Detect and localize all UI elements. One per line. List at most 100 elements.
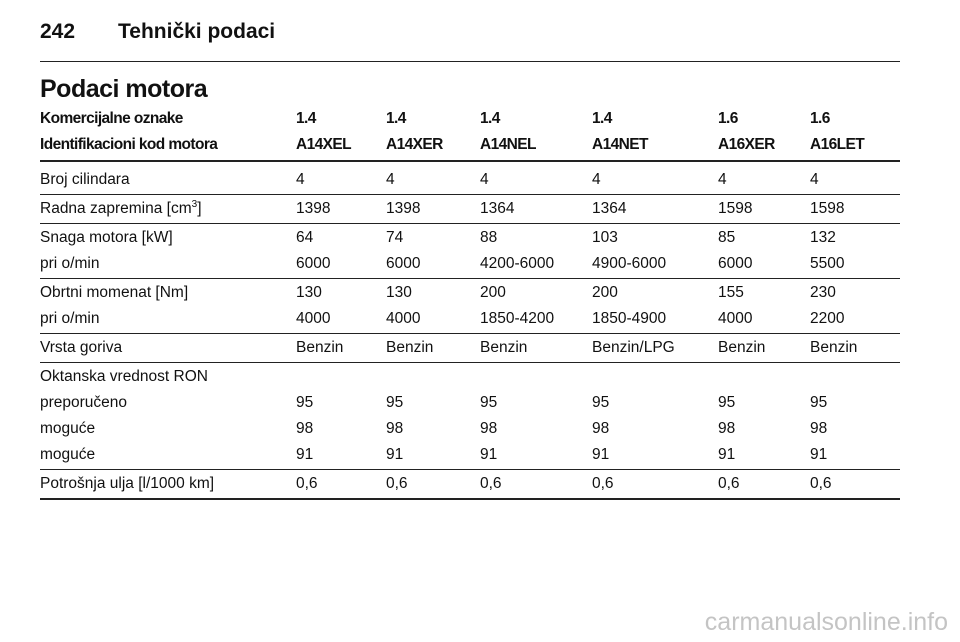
cell-value: 4 xyxy=(386,171,395,188)
cell-value: 4000 xyxy=(718,310,753,327)
row-label: Radna zapremina [cm3] xyxy=(40,196,202,222)
table-row: moguće 91 91 91 91 91 91 xyxy=(40,442,900,468)
cell-value: 1.4 xyxy=(386,110,406,127)
cell-value: 130 xyxy=(386,284,412,301)
cell-value: 230 xyxy=(810,284,836,301)
cell-value: 0,6 xyxy=(592,475,614,492)
cell-value: 4900-6000 xyxy=(592,255,667,272)
cell-value: 4200-6000 xyxy=(480,255,555,272)
row-label: moguće xyxy=(40,446,96,463)
cell-value: 155 xyxy=(718,284,744,301)
page-title: Tehnički podaci xyxy=(118,20,276,43)
cell-value: 4 xyxy=(592,171,601,188)
cell-value: 98 xyxy=(480,420,498,437)
row-label: Obrtni momenat [Nm] xyxy=(40,284,189,301)
cell-value: 95 xyxy=(386,394,404,411)
table-row: Snaga motora [kW] 64 74 88 103 85 132 xyxy=(40,225,900,251)
cell-value: 0,6 xyxy=(810,475,832,492)
cell-value: 1.4 xyxy=(480,110,500,127)
cell-value: 98 xyxy=(592,420,610,437)
row-group: Radna zapremina [cm3] 1398 1398 1364 1364 159… xyxy=(40,195,900,224)
header-rule xyxy=(40,61,900,62)
cell-value: 1.6 xyxy=(810,110,830,127)
cell-value: 95 xyxy=(480,394,498,411)
cell-value: 6000 xyxy=(718,255,753,272)
cell-value: 5500 xyxy=(810,255,845,272)
cell-value: Benzin xyxy=(480,339,528,356)
table-row: moguće 98 98 98 98 98 98 xyxy=(40,416,900,442)
page-number: 242 xyxy=(40,20,76,43)
cell-value: 98 xyxy=(386,420,404,437)
cell-value: Benzin xyxy=(296,339,344,356)
cell-value: 0,6 xyxy=(296,475,318,492)
table-row: Broj cilindara 4 4 4 4 4 4 xyxy=(40,167,900,193)
row-label: Identifikacioni kod motora xyxy=(40,136,218,153)
cell-value: 132 xyxy=(810,229,836,246)
spec-table: Komercijalne oznake 1.4 1.4 1.4 1.4 1.6 1.6 Ide… xyxy=(40,106,900,500)
cell-value: A14NEL xyxy=(480,136,536,153)
cell-value: Benzin xyxy=(386,339,434,356)
cell-value: 130 xyxy=(296,284,322,301)
cell-value: 91 xyxy=(592,446,610,463)
row-group: Obrtni momenat [Nm] 130 130 200 200 155 230 pri… xyxy=(40,279,900,334)
table-row: Radna zapremina [cm3] 1398 1398 1364 1364 159… xyxy=(40,196,900,222)
table-row: preporučeno 95 95 95 95 95 95 xyxy=(40,390,900,416)
row-label: Vrsta goriva xyxy=(40,339,123,356)
cell-value: 95 xyxy=(718,394,736,411)
cell-value: 74 xyxy=(386,229,404,246)
header-row: Komercijalne oznake 1.4 1.4 1.4 1.4 1.6 1.6 xyxy=(40,106,900,132)
row-label: preporučeno xyxy=(40,394,128,411)
cell-value: 91 xyxy=(810,446,828,463)
cell-value: 0,6 xyxy=(480,475,502,492)
cell-value: 1598 xyxy=(810,200,845,217)
cell-value: Benzin/LPG xyxy=(592,339,675,356)
cell-value: 91 xyxy=(296,446,314,463)
cell-value: 98 xyxy=(810,420,828,437)
table-row: Obrtni momenat [Nm] 130 130 200 200 155 230 xyxy=(40,280,900,306)
cell-value: A14XEL xyxy=(296,136,352,153)
cell-value: 1850-4900 xyxy=(592,310,667,327)
row-group: Oktanska vrednost RON preporučeno 95 95 95 95… xyxy=(40,363,900,470)
cell-value: 4000 xyxy=(386,310,421,327)
cell-value: 95 xyxy=(810,394,828,411)
watermark: carmanualsonline.info xyxy=(704,608,948,636)
superscript: 3 xyxy=(191,198,198,210)
cell-value: 200 xyxy=(592,284,618,301)
row-group: Potrošnja ulja [l/1000 km] 0,6 0,6 0,6 0,6 0,… xyxy=(40,470,900,500)
table-row: pri o/min 4000 4000 1850-4200 1850-4900 4000 2… xyxy=(40,306,900,332)
cell-value: A16LET xyxy=(810,136,865,153)
cell-value: 1398 xyxy=(296,200,331,217)
header-row: Identifikacioni kod motora A14XEL A14XER A1… xyxy=(40,132,900,158)
row-label: Potrošnja ulja [l/1000 km] xyxy=(40,475,215,492)
cell-value: 0,6 xyxy=(386,475,408,492)
row-label: pri o/min xyxy=(40,310,100,327)
cell-value: 4 xyxy=(810,171,819,188)
cell-value: 91 xyxy=(480,446,498,463)
cell-value: 91 xyxy=(386,446,404,463)
row-group: Snaga motora [kW] 64 74 88 103 85 132 pri o/min… xyxy=(40,224,900,279)
table-row: Potrošnja ulja [l/1000 km] 0,6 0,6 0,6 0,6 0,… xyxy=(40,471,900,497)
cell-value: A14NET xyxy=(592,136,648,153)
cell-value: 1598 xyxy=(718,200,753,217)
cell-value: 103 xyxy=(592,229,618,246)
row-label: moguće xyxy=(40,420,96,437)
cell-value: 4000 xyxy=(296,310,331,327)
cell-value: 1364 xyxy=(592,200,627,217)
cell-value: 1398 xyxy=(386,200,421,217)
cell-value: 1.4 xyxy=(296,110,316,127)
section-title: Podaci motora xyxy=(40,75,208,103)
table-row: Vrsta goriva Benzin Benzin Benzin Benzin/LPG… xyxy=(40,335,900,361)
row-label: Komercijalne oznake xyxy=(40,110,183,127)
cell-value: 95 xyxy=(592,394,610,411)
table-row: Oktanska vrednost RON xyxy=(40,364,900,390)
cell-value: 4 xyxy=(296,171,305,188)
cell-value: A16XER xyxy=(718,136,775,153)
cell-value: 1850-4200 xyxy=(480,310,555,327)
cell-value: 95 xyxy=(296,394,314,411)
cell-value: 2200 xyxy=(810,310,845,327)
row-label: Broj cilindara xyxy=(40,171,130,188)
cell-value: 85 xyxy=(718,229,736,246)
cell-value: 98 xyxy=(718,420,736,437)
cell-value: 88 xyxy=(480,229,498,246)
